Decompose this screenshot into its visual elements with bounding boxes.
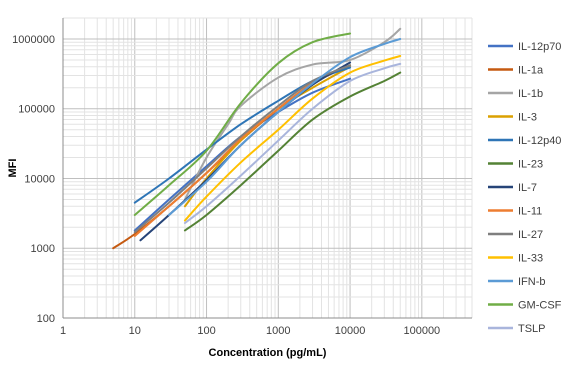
legend-label-il-3: IL-3: [518, 112, 537, 124]
x-axis-title: Concentration (pg/mL): [209, 347, 327, 359]
x-tick-label: 10000: [335, 325, 366, 337]
y-tick-label: 1000: [31, 243, 55, 255]
y-tick-label: 100000: [18, 104, 55, 116]
y-tick-label: 100: [37, 313, 55, 325]
legend-label-il-11: IL-11: [518, 206, 542, 218]
y-tick-label: 10000: [24, 173, 55, 185]
x-tick-label: 100000: [403, 325, 440, 337]
axes: [62, 18, 472, 319]
series-line-il-11: [133, 81, 314, 237]
series-line-ifn-b: [168, 38, 402, 216]
legend-label-il-1a: IL-1a: [518, 65, 544, 77]
legend-label-il-7: IL-7: [518, 182, 537, 194]
grid-lines: [62, 17, 473, 319]
y-tick-label: 1000000: [12, 34, 55, 46]
legend: IL-12p70 IL-1a IL-1b IL-3 IL-12p40 IL-23 IL-7 I…: [488, 41, 562, 335]
legend-label-il-12p40: IL-12p40: [518, 135, 561, 147]
series-lines: [112, 27, 402, 250]
tick-labels: 1 10 100 1000 10000 100000 100 1000 10000 100000 1…: [12, 34, 440, 337]
series-line-il-33: [183, 55, 402, 222]
x-tick-label: 100: [197, 325, 215, 337]
series-line-il-27: [133, 64, 352, 234]
legend-label-il-23: IL-23: [518, 159, 543, 171]
legend-label-gm-csf: GM-CSF: [518, 300, 562, 312]
x-tick-label: 1000: [266, 325, 290, 337]
legend-label-il-33: IL-33: [518, 253, 543, 265]
legend-label-tslp: TSLP: [518, 323, 546, 335]
legend-label-il-27: IL-27: [518, 229, 543, 241]
series-line-il-23: [183, 71, 402, 232]
legend-label-il-1b: IL-1b: [518, 88, 543, 100]
series-line-gm-csf: [133, 32, 352, 216]
legend-label-ifn-b: IFN-b: [518, 276, 546, 288]
y-axis-title: MFI: [7, 159, 19, 178]
x-tick-label: 10: [129, 325, 141, 337]
series-line-tslp: [183, 62, 402, 225]
x-tick-label: 1: [60, 325, 66, 337]
legend-label-il-12p70: IL-12p70: [518, 41, 561, 53]
